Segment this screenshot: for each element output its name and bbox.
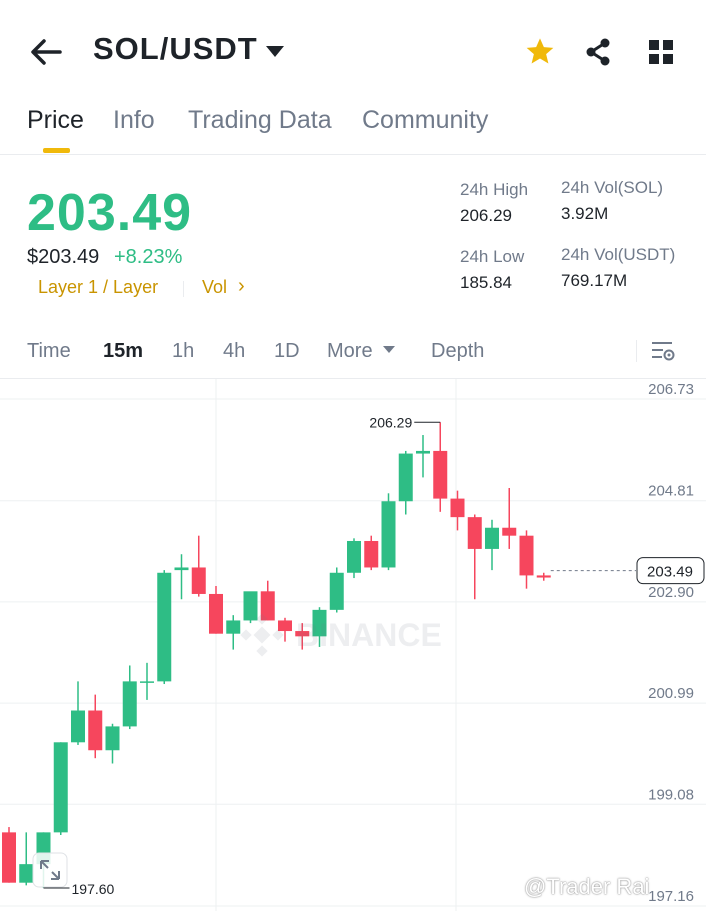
binance-watermark: BINANCE [240,613,442,657]
candle-body[interactable] [502,527,517,536]
candle-body[interactable] [467,517,482,549]
stat-vol-sol-label: 24h Vol(SOL) [561,178,664,197]
current-price-box [636,557,705,585]
candle-body[interactable] [398,453,413,502]
interval-depth[interactable]: Depth [431,340,485,362]
y-tick-label: 202.90 [648,584,694,601]
candle-body[interactable] [312,609,327,637]
interval-more[interactable]: More [327,340,373,362]
candle-body[interactable] [450,498,465,518]
interval-15m[interactable]: 15m [103,340,144,362]
interval-time[interactable]: Time [27,340,71,362]
candle-body[interactable] [278,620,292,632]
y-tick-label: 206.73 [648,381,694,398]
credit-watermark: @Trader Rai [524,874,650,899]
candle-body[interactable] [226,620,241,634]
interval-4h[interactable]: 4h [223,340,246,362]
high-marker-label: 206.29 [369,414,412,430]
current-price-label: 203.49 [647,564,693,581]
tab-info[interactable]: Info [113,106,155,134]
watermark-text: BINANCE [296,617,442,653]
candle-body[interactable] [157,572,172,682]
candle-body[interactable] [71,710,85,743]
candle-body[interactable] [433,450,448,499]
interval-divider [0,378,706,379]
stat-high-label: 24h High [460,180,529,199]
star-icon[interactable] [524,36,556,68]
y-tick-label: 204.81 [648,483,694,500]
candle-body[interactable] [260,591,275,621]
last-price: 203.49 [27,184,193,242]
back-arrow-icon[interactable] [28,34,64,70]
percent-change: +8.23% [114,246,183,268]
candle-body[interactable] [88,710,103,751]
tab-price[interactable]: Price [27,106,84,134]
candle-body[interactable] [243,591,258,621]
expand-icon[interactable] [32,852,68,888]
candle-body[interactable] [191,567,206,594]
tab-trading-data[interactable]: Trading Data [188,106,332,134]
pair-title[interactable]: SOL/USDT [93,31,258,66]
candle-body[interactable] [19,864,34,883]
tabs-divider [0,154,706,155]
chevron-right-icon[interactable]: › [238,275,245,297]
active-tab-indicator [43,148,70,153]
tag-layer[interactable]: Layer 1 / Layer [38,277,159,297]
stat-vol-usdt-value: 769.17M [561,271,628,290]
stat-vol-sol-value: 3.92M [561,204,609,223]
stat-low-label: 24h Low [460,247,525,266]
candle-body[interactable] [347,540,361,573]
candle-body[interactable] [2,832,16,883]
caret-down-icon[interactable] [266,46,284,57]
stat-vol-usdt-label: 24h Vol(USDT) [561,245,676,264]
candle-body[interactable] [536,575,551,578]
candle-body[interactable] [122,681,137,727]
stat-low-value: 185.84 [460,273,512,292]
low-marker-label: 197.60 [72,881,115,897]
candle-body[interactable] [209,593,223,634]
candle-body[interactable] [519,535,534,576]
candle-body[interactable] [329,572,344,610]
candle-body[interactable] [485,527,499,549]
candle-body[interactable] [140,681,154,683]
candlestick-chart[interactable]: 206.73 204.81 202.90 200.99 199.08 197.16 206.… [0,379,706,911]
candle-body[interactable] [295,631,310,637]
candle-body[interactable] [416,450,430,454]
grid-icon[interactable] [648,39,674,65]
candle-body[interactable] [174,567,189,571]
stat-high-value: 206.29 [460,206,512,225]
bar-separator [636,340,637,362]
y-tick-label: 200.99 [648,685,694,702]
candle-body[interactable] [53,742,68,833]
y-tick-label: 199.08 [648,786,694,803]
interval-1d[interactable]: 1D [274,340,300,362]
usd-price: $203.49 [27,246,100,268]
candle-body[interactable] [105,726,120,751]
candle-body[interactable] [381,501,396,568]
interval-1h[interactable]: 1h [172,340,195,362]
share-icon[interactable] [583,37,613,67]
tag-divider [183,281,184,297]
more-caret-icon[interactable] [383,346,395,353]
y-tick-label: 197.16 [648,888,694,905]
chart-settings-icon[interactable] [650,338,676,364]
tab-community[interactable]: Community [362,106,489,134]
tag-vol[interactable]: Vol [202,277,228,297]
candle-body[interactable] [364,540,379,568]
